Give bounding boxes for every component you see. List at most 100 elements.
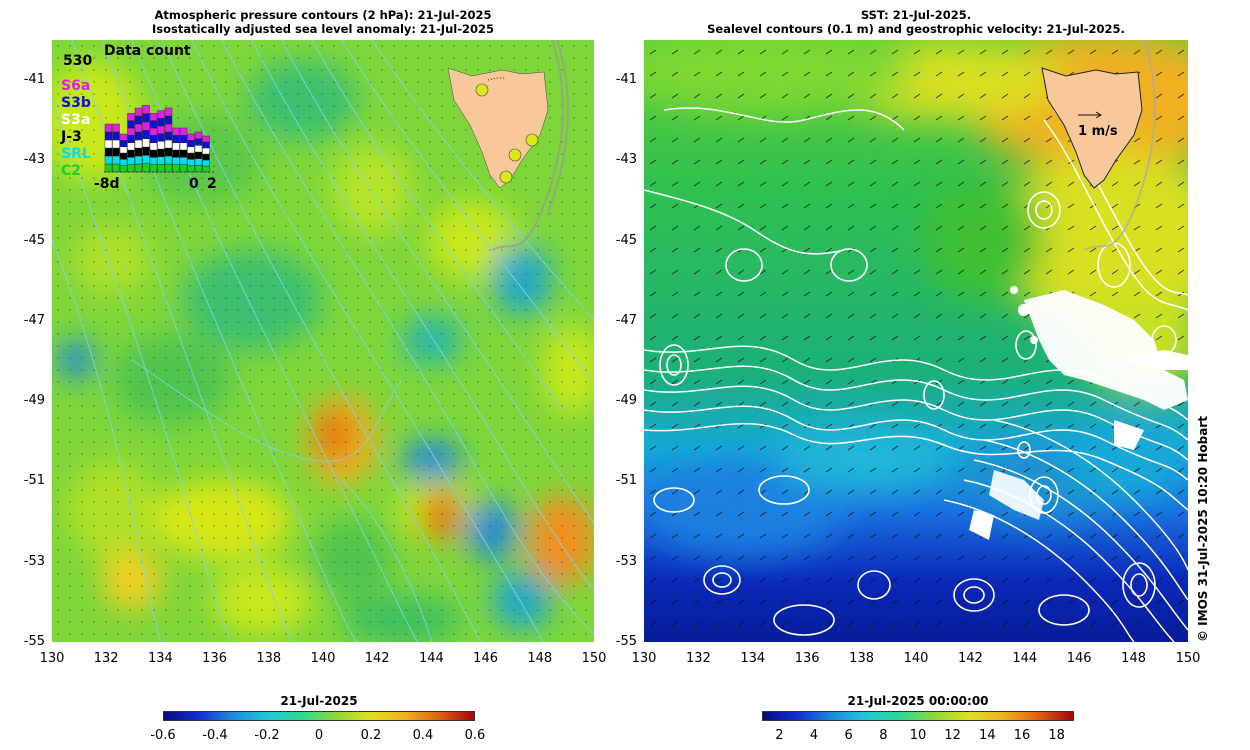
left-lon-tick: 142: [364, 651, 390, 666]
data-count-bar-segment: [149, 164, 158, 173]
data-count-bar-segment: [134, 147, 143, 157]
data-count-bar-segment: [179, 127, 188, 136]
left-colorbar-tick: 0.4: [412, 728, 434, 743]
data-count-bar-segment: [119, 152, 128, 160]
left-lat-tick: -51: [23, 473, 45, 489]
right-colorbar-tick: 18: [1048, 728, 1065, 743]
sst-map: 1 m/s: [644, 40, 1188, 642]
inset-mission-label: S6a: [61, 78, 91, 94]
inset-x-start: -8d: [94, 176, 120, 192]
left-lon-tick: 140: [310, 651, 336, 666]
left-lon-tick: 146: [473, 651, 498, 666]
data-count-bar-segment: [157, 118, 165, 127]
data-count-bar-segment: [142, 121, 150, 131]
data-count-bar-segment: [157, 141, 165, 150]
data-count-bar-segment: [134, 139, 143, 149]
data-count-bar-segment: [127, 149, 135, 158]
right-colorbar-tick: 16: [1013, 728, 1031, 743]
tasmania-land-left: [447, 67, 549, 189]
left-lat-tick: -53: [23, 553, 45, 569]
data-count-bar-segment: [112, 147, 120, 157]
data-count-bar-segment: [179, 157, 188, 165]
data-count-bar-segment: [172, 127, 180, 136]
left-title-line1: Atmospheric pressure contours (2 hPa): 2…: [154, 8, 492, 22]
left-lat-tick: -43: [23, 152, 45, 168]
inset-mission-label: C2: [61, 163, 82, 179]
right-lon-tick: 144: [1012, 651, 1038, 666]
data-count-bar-segment: [164, 139, 173, 149]
data-count-bar-segment: [104, 163, 113, 173]
left-lon-tick: 134: [147, 651, 173, 666]
data-count-bar-segment: [127, 135, 135, 143]
data-count-bar-segment: [119, 133, 128, 141]
inset-mission-label: S3a: [61, 112, 91, 128]
right-colorbar-tick: 8: [879, 728, 888, 743]
right-lon-tick: 130: [631, 651, 657, 666]
data-count-bar-segment: [104, 139, 113, 149]
data-count-bar-segment: [164, 107, 173, 117]
data-count-bar-segment: [149, 135, 158, 143]
left-colorbar: [163, 711, 475, 721]
data-count-bar-segment: [119, 140, 128, 147]
velocity-scale-label: 1 m/s: [1078, 124, 1118, 139]
data-count-bar-segment: [202, 135, 210, 143]
data-count-bar-segment: [134, 107, 143, 117]
data-count-bar-segment: [149, 142, 158, 151]
right-lon-tick: 136: [794, 651, 820, 666]
right-colorbar-tick: 12: [944, 728, 961, 743]
data-count-bar-segment: [112, 139, 120, 149]
data-count-bar-segment: [172, 149, 180, 158]
right-lat-tick: -47: [615, 312, 637, 328]
data-count-bar-segment: [164, 163, 173, 173]
data-count-bar-segment: [202, 153, 210, 161]
left-colorbar-tick: 0: [314, 728, 324, 743]
left-lat-tick: -47: [23, 312, 45, 328]
data-count-bar-segment: [142, 155, 150, 164]
data-count-bar-segment: [119, 146, 128, 154]
data-count-bars: [104, 105, 214, 173]
data-count-bar-segment: [164, 155, 173, 165]
data-count-bar-segment: [104, 147, 113, 157]
data-count-bar-segment: [194, 131, 203, 139]
inset-x-end: 2: [207, 176, 217, 192]
right-lat-tick: -49: [615, 393, 637, 409]
data-count-bar-segment: [172, 142, 180, 151]
data-count-bar-segment: [179, 164, 188, 173]
inset-x-mid: 0: [189, 176, 199, 192]
data-count-bar-segment: [127, 142, 135, 151]
data-count-bar-segment: [134, 163, 143, 173]
data-count-bar-segment: [134, 155, 143, 165]
left-lat-tick: -45: [23, 232, 45, 248]
data-count-bar-segment: [104, 131, 113, 141]
right-title-line1: SST: 21-Jul-2025.: [860, 8, 972, 22]
data-count-bar-segment: [134, 115, 143, 125]
data-count-bar-segment: [142, 163, 150, 173]
data-count-bar-segment: [112, 131, 120, 141]
left-colorbar-tick: -0.6: [150, 728, 176, 743]
left-lon-tick: 132: [93, 651, 119, 666]
right-lon-tick: 132: [685, 651, 711, 666]
right-lat-tick: -53: [615, 553, 637, 569]
data-count-bar-segment: [179, 135, 188, 143]
data-count-bar-segment: [179, 142, 188, 151]
data-count-bar-segment: [187, 159, 195, 166]
left-lon-tick: 138: [256, 651, 282, 666]
data-count-bar-segment: [157, 125, 165, 134]
data-count-bar-segment: [187, 140, 195, 147]
right-colorbar-tick: 4: [809, 728, 819, 743]
left-title-line2: Isostatically adjusted sea level anomaly…: [151, 22, 494, 36]
data-count-bar-segment: [127, 120, 135, 129]
left-colorbar-title: 21-Jul-2025: [280, 694, 358, 708]
right-colorbar-tick: 10: [909, 728, 927, 743]
data-count-bar-segment: [172, 157, 180, 165]
right-lat-tick: -51: [615, 473, 637, 489]
left-colorbar-tick: 0.6: [464, 728, 486, 743]
right-lon-tick: 134: [740, 651, 766, 666]
data-count-bar-segment: [149, 127, 158, 136]
data-count-bar-segment: [112, 155, 120, 165]
data-count-bar-segment: [119, 159, 128, 166]
data-count-bar-segment: [112, 123, 120, 133]
data-count-bar-segment: [149, 149, 158, 158]
right-lon-tick: 146: [1066, 651, 1092, 666]
data-count-bar-segment: [134, 131, 143, 141]
